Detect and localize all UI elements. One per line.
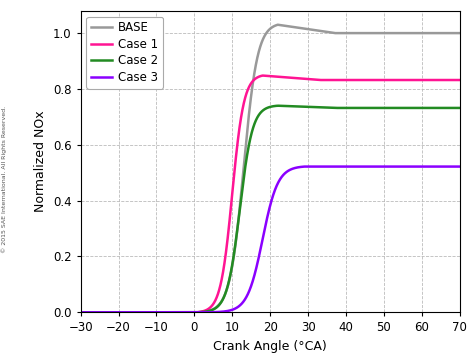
Case 3 <box>144 310 149 314</box>
Case 2 <box>239 186 245 190</box>
BASE <box>457 31 463 35</box>
BASE <box>239 178 245 182</box>
Case 1 <box>409 78 414 82</box>
Case 1 <box>223 250 229 254</box>
Case 3 <box>301 164 307 169</box>
Case 2 <box>450 106 456 110</box>
Case 2 <box>275 103 281 108</box>
Case 1 <box>457 78 463 82</box>
Case 3 <box>78 310 83 314</box>
Line: Case 2: Case 2 <box>81 106 460 312</box>
X-axis label: Crank Angle (°CA): Crank Angle (°CA) <box>213 340 327 353</box>
Case 1 <box>121 310 127 314</box>
Line: Case 3: Case 3 <box>81 167 460 312</box>
Y-axis label: Normalized NOx: Normalized NOx <box>35 111 47 213</box>
Line: BASE: BASE <box>81 25 460 312</box>
BASE <box>121 310 127 314</box>
Case 2 <box>78 310 83 314</box>
Case 3 <box>409 164 414 169</box>
Line: Case 1: Case 1 <box>81 75 460 312</box>
BASE <box>78 310 83 314</box>
BASE <box>275 23 281 27</box>
Case 1 <box>450 78 456 82</box>
Case 1 <box>144 310 149 314</box>
BASE <box>144 310 149 314</box>
Case 1 <box>260 73 265 78</box>
Case 3 <box>121 310 127 314</box>
Text: © 2015 SAE International. All Rights Reserved.: © 2015 SAE International. All Rights Res… <box>1 106 7 253</box>
Case 2 <box>121 310 127 314</box>
Case 3 <box>457 164 463 169</box>
Case 2 <box>457 106 463 110</box>
Case 3 <box>223 309 229 313</box>
Legend: BASE, Case 1, Case 2, Case 3: BASE, Case 1, Case 2, Case 3 <box>86 17 163 89</box>
Case 3 <box>450 164 456 169</box>
Case 1 <box>78 310 83 314</box>
Case 3 <box>239 301 245 305</box>
Case 2 <box>144 310 149 314</box>
BASE <box>223 290 229 294</box>
BASE <box>450 31 456 35</box>
Case 2 <box>223 290 229 294</box>
BASE <box>409 31 414 35</box>
Case 1 <box>239 108 245 112</box>
Case 2 <box>409 106 414 110</box>
